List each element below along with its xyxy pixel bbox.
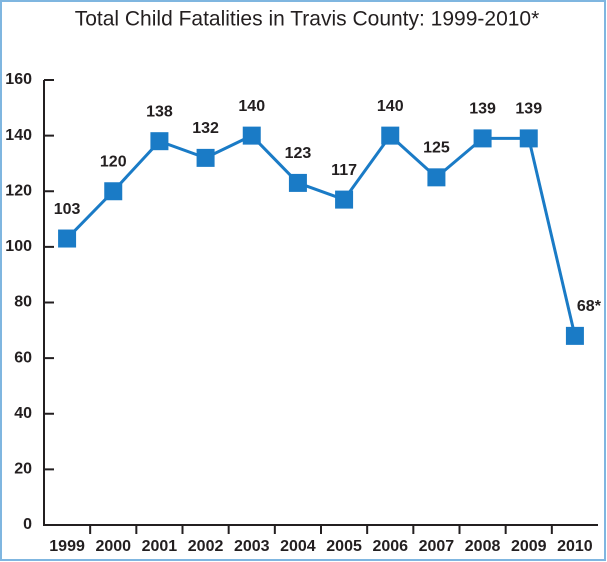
data-label: 123 <box>285 145 312 162</box>
y-tick-label: 0 <box>23 516 32 533</box>
y-tick-label: 40 <box>14 405 32 422</box>
marker <box>519 129 538 148</box>
marker <box>150 132 169 151</box>
marker <box>242 126 261 145</box>
x-tick-label: 2000 <box>95 538 131 555</box>
data-label: 139 <box>469 101 496 118</box>
data-label: 139 <box>515 101 542 118</box>
marker <box>335 190 354 209</box>
marker <box>104 182 123 201</box>
y-tick-label: 80 <box>14 294 32 311</box>
x-tick-label: 1999 <box>49 538 85 555</box>
x-tick-label: 2002 <box>188 538 224 555</box>
x-tick-label: 2004 <box>280 538 316 555</box>
y-tick-label: 100 <box>5 238 32 255</box>
data-label: 125 <box>423 140 450 157</box>
marker <box>288 173 307 192</box>
x-tick-label: 2003 <box>234 538 270 555</box>
data-label: 68* <box>577 298 602 315</box>
y-tick-label: 120 <box>5 182 32 199</box>
x-tick-label: 2001 <box>142 538 178 555</box>
y-tick-label: 160 <box>5 71 32 88</box>
marker <box>427 168 446 187</box>
data-label: 103 <box>54 201 81 218</box>
marker <box>381 126 400 145</box>
chart-title: Total Child Fatalities in Travis County:… <box>75 8 540 31</box>
y-tick-label: 60 <box>14 349 32 366</box>
y-tick-label: 140 <box>5 127 32 144</box>
x-tick-label: 2009 <box>511 538 547 555</box>
y-tick-label: 20 <box>14 461 32 478</box>
data-label: 117 <box>331 162 357 179</box>
x-tick-label: 2008 <box>465 538 501 555</box>
marker <box>196 148 215 167</box>
x-tick-label: 2007 <box>419 538 455 555</box>
x-tick-label: 2006 <box>372 538 408 555</box>
line <box>66 133 577 337</box>
data-label: 132 <box>192 120 219 137</box>
data-label: 138 <box>146 103 173 120</box>
x-tick-label: 2010 <box>557 538 593 555</box>
data-label: 120 <box>100 153 127 170</box>
x-tick-label: 2005 <box>326 538 362 555</box>
marker <box>473 129 492 148</box>
data-label: 140 <box>238 98 265 115</box>
marker <box>58 229 77 248</box>
data-label: 140 <box>377 98 404 115</box>
marker <box>565 326 584 345</box>
